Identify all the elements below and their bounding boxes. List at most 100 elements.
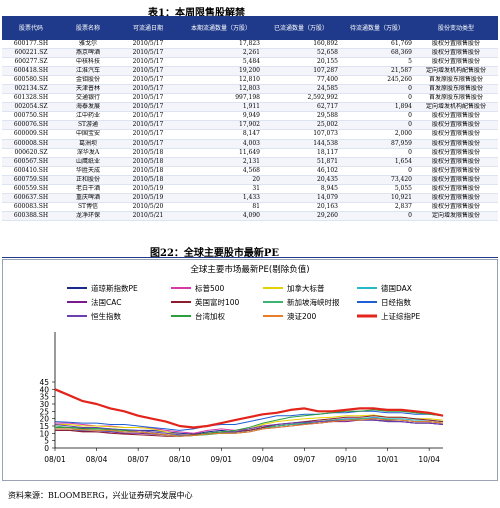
y-tick-label: 15 bbox=[39, 422, 49, 431]
cell-current: 11,649 bbox=[180, 148, 262, 158]
cell-circulated: 46,102 bbox=[262, 166, 340, 176]
cell-current: 20 bbox=[180, 175, 262, 185]
table-row: 601328.SH 交通银行 2010/5/17 997,198 2,592,992 0 首… bbox=[2, 93, 498, 104]
cell-current: 19,200 bbox=[180, 66, 262, 77]
cell-type: 股权分置限售股份 bbox=[414, 175, 498, 185]
cell-type: 定向增发机构配售股份 bbox=[414, 66, 498, 77]
legend-label: 道琼斯指数PE bbox=[91, 283, 138, 293]
cell-date: 2010/5/17 bbox=[116, 40, 180, 50]
cell-current: 31 bbox=[180, 184, 262, 194]
series-line bbox=[55, 409, 444, 437]
cell-circulated: 29,260 bbox=[262, 211, 340, 221]
cell-pending: 2,837 bbox=[340, 202, 414, 212]
cell-code: 600418.SH bbox=[2, 66, 60, 77]
cell-pending: 0 bbox=[340, 111, 414, 122]
cell-name: 重庆啤酒 bbox=[60, 193, 116, 203]
series-line bbox=[54, 388, 444, 429]
header-name: 股票名称 bbox=[60, 16, 116, 40]
table-row: 600008.SH 葛洲坝 2010/5/17 4,003 144,538 87,959 股… bbox=[2, 139, 498, 149]
cell-type: 定向增发机构配售股份 bbox=[414, 102, 498, 113]
cell-date: 2010/5/17 bbox=[116, 57, 180, 68]
cell-name: 交通银行 bbox=[60, 93, 116, 104]
cell-circulated: 18,117 bbox=[262, 148, 340, 158]
table-row: 600567.SH 山鹰纸业 2010/5/18 2,131 51,871 1,654 股权… bbox=[2, 157, 498, 167]
pe-chart-frame: 全球主要市场最新PE(剔除负值) 道琼斯指数PE 标普500 加拿大标普 德国DAX 法国… bbox=[2, 259, 498, 481]
cell-circulated: 107,073 bbox=[262, 129, 340, 140]
cell-current: 5,484 bbox=[180, 57, 262, 68]
cell-name: 江中药业 bbox=[60, 111, 116, 122]
table-row: 002054.SZ 海泰发展 2010/5/17 1,911 62,717 1,894 定向… bbox=[2, 102, 498, 113]
cell-circulated: 2,592,992 bbox=[262, 93, 340, 104]
cell-date: 2010/5/19 bbox=[116, 193, 180, 203]
cell-current: 12,803 bbox=[180, 84, 262, 95]
cell-name: 正和股份 bbox=[60, 175, 116, 185]
cell-circulated: 14,079 bbox=[262, 193, 340, 203]
cell-type: 股权分置限售股份 bbox=[414, 111, 498, 122]
table-row: 600388.SH 龙净环保 2010/5/21 4,090 29,260 0 定向增发限售… bbox=[2, 211, 498, 221]
cell-type: 股权分置限售股份 bbox=[414, 184, 498, 194]
cell-date: 2010/5/18 bbox=[116, 148, 180, 158]
header-circulated: 已流通数量（万股） bbox=[262, 16, 340, 40]
cell-name: 雅戈尔 bbox=[60, 40, 116, 50]
header-current: 本期流通数量（万股） bbox=[180, 16, 262, 40]
table-body: 600177.SH 雅戈尔 2010/5/17 17,823 160,892 61,769… bbox=[2, 40, 498, 221]
cell-name: 中国宝安 bbox=[60, 129, 116, 140]
cell-pending: 5,055 bbox=[340, 184, 414, 194]
table-row: 600177.SH 雅戈尔 2010/5/17 17,823 160,892 61,769… bbox=[2, 40, 498, 50]
legend-label: 恒生指数 bbox=[91, 311, 121, 321]
cell-type: 股权分置限售股份 bbox=[414, 193, 498, 203]
cell-current: 8,147 bbox=[180, 129, 262, 140]
cell-current: 9,949 bbox=[180, 111, 262, 122]
cell-name: ST博信 bbox=[60, 202, 116, 212]
cell-current: 1,911 bbox=[180, 102, 262, 113]
cell-type: 股权分置限售股份 bbox=[414, 40, 498, 50]
cell-name: 老白干酒 bbox=[60, 184, 116, 194]
x-tick-label: 10/01 bbox=[377, 455, 399, 464]
cell-name: 葛洲坝 bbox=[60, 139, 116, 149]
table-row: 600277.SZ 中核科技 2010/5/17 5,484 20,155 5 股权分置限售… bbox=[2, 57, 498, 68]
table-row: 002134.SZ 天津普林 2010/5/17 12,803 24,585 0 首发原股东… bbox=[2, 84, 498, 95]
y-tick-label: 25 bbox=[39, 407, 49, 416]
legend-label: 加拿大标普 bbox=[287, 283, 325, 293]
cell-code: 600410.SH bbox=[2, 166, 60, 176]
cell-type: 股权分置限售股份 bbox=[414, 148, 498, 158]
cell-current: 2,261 bbox=[180, 48, 262, 59]
cell-date: 2010/5/17 bbox=[116, 111, 180, 122]
cell-pending: 2,000 bbox=[340, 129, 414, 140]
table-row: 600418.SH 江淮汽车 2010/5/17 19,200 107,287 21,58… bbox=[2, 66, 498, 77]
cell-pending: 0 bbox=[340, 93, 414, 104]
y-tick-label: 30 bbox=[39, 400, 49, 409]
cell-code: 600009.SH bbox=[2, 129, 60, 140]
header-pending: 待流通数量（万股） bbox=[340, 16, 414, 40]
cell-current: 4,568 bbox=[180, 166, 262, 176]
cell-name: 金钼股份 bbox=[60, 75, 116, 86]
cell-type: 股权分置限售股份 bbox=[414, 202, 498, 212]
legend-label: 法国CAC bbox=[91, 297, 121, 307]
x-tick-label: 10/04 bbox=[418, 455, 440, 464]
header-code: 股票代码 bbox=[2, 16, 60, 40]
cell-name: 华胜天成 bbox=[60, 166, 116, 176]
cell-type: 首发原股东限售股份 bbox=[414, 93, 498, 104]
cell-pending: 5 bbox=[340, 57, 414, 68]
cell-date: 2010/5/18 bbox=[116, 166, 180, 176]
cell-pending: 21,587 bbox=[340, 66, 414, 77]
cell-circulated: 20,163 bbox=[262, 202, 340, 212]
cell-pending: 0 bbox=[340, 120, 414, 131]
y-tick-label: 20 bbox=[39, 415, 49, 424]
cell-code: 000620.SZ bbox=[2, 148, 60, 158]
cell-code: 600221.SZ bbox=[2, 48, 60, 59]
cell-circulated: 29,588 bbox=[262, 111, 340, 122]
y-tick-label: 40 bbox=[39, 385, 49, 394]
cell-type: 首发原股东限售股份 bbox=[414, 84, 498, 95]
cell-current: 2,131 bbox=[180, 157, 262, 167]
cell-type: 股权分置限售股份 bbox=[414, 139, 498, 149]
cell-code: 600076.SH bbox=[2, 120, 60, 131]
cell-pending: 1,894 bbox=[340, 102, 414, 113]
legend-label: 英国富时100 bbox=[195, 297, 240, 307]
cell-pending: 0 bbox=[340, 211, 414, 221]
table-row: 000620.SZ 深华发A 2010/5/18 11,649 18,117 0 股权分置限… bbox=[2, 148, 498, 158]
cell-date: 2010/5/18 bbox=[116, 175, 180, 185]
table-row: 600637.SH 重庆啤酒 2010/5/19 1,433 14,079 10,921 股… bbox=[2, 193, 498, 203]
cell-circulated: 24,585 bbox=[262, 84, 340, 95]
header-date: 可流通日期 bbox=[116, 16, 180, 40]
